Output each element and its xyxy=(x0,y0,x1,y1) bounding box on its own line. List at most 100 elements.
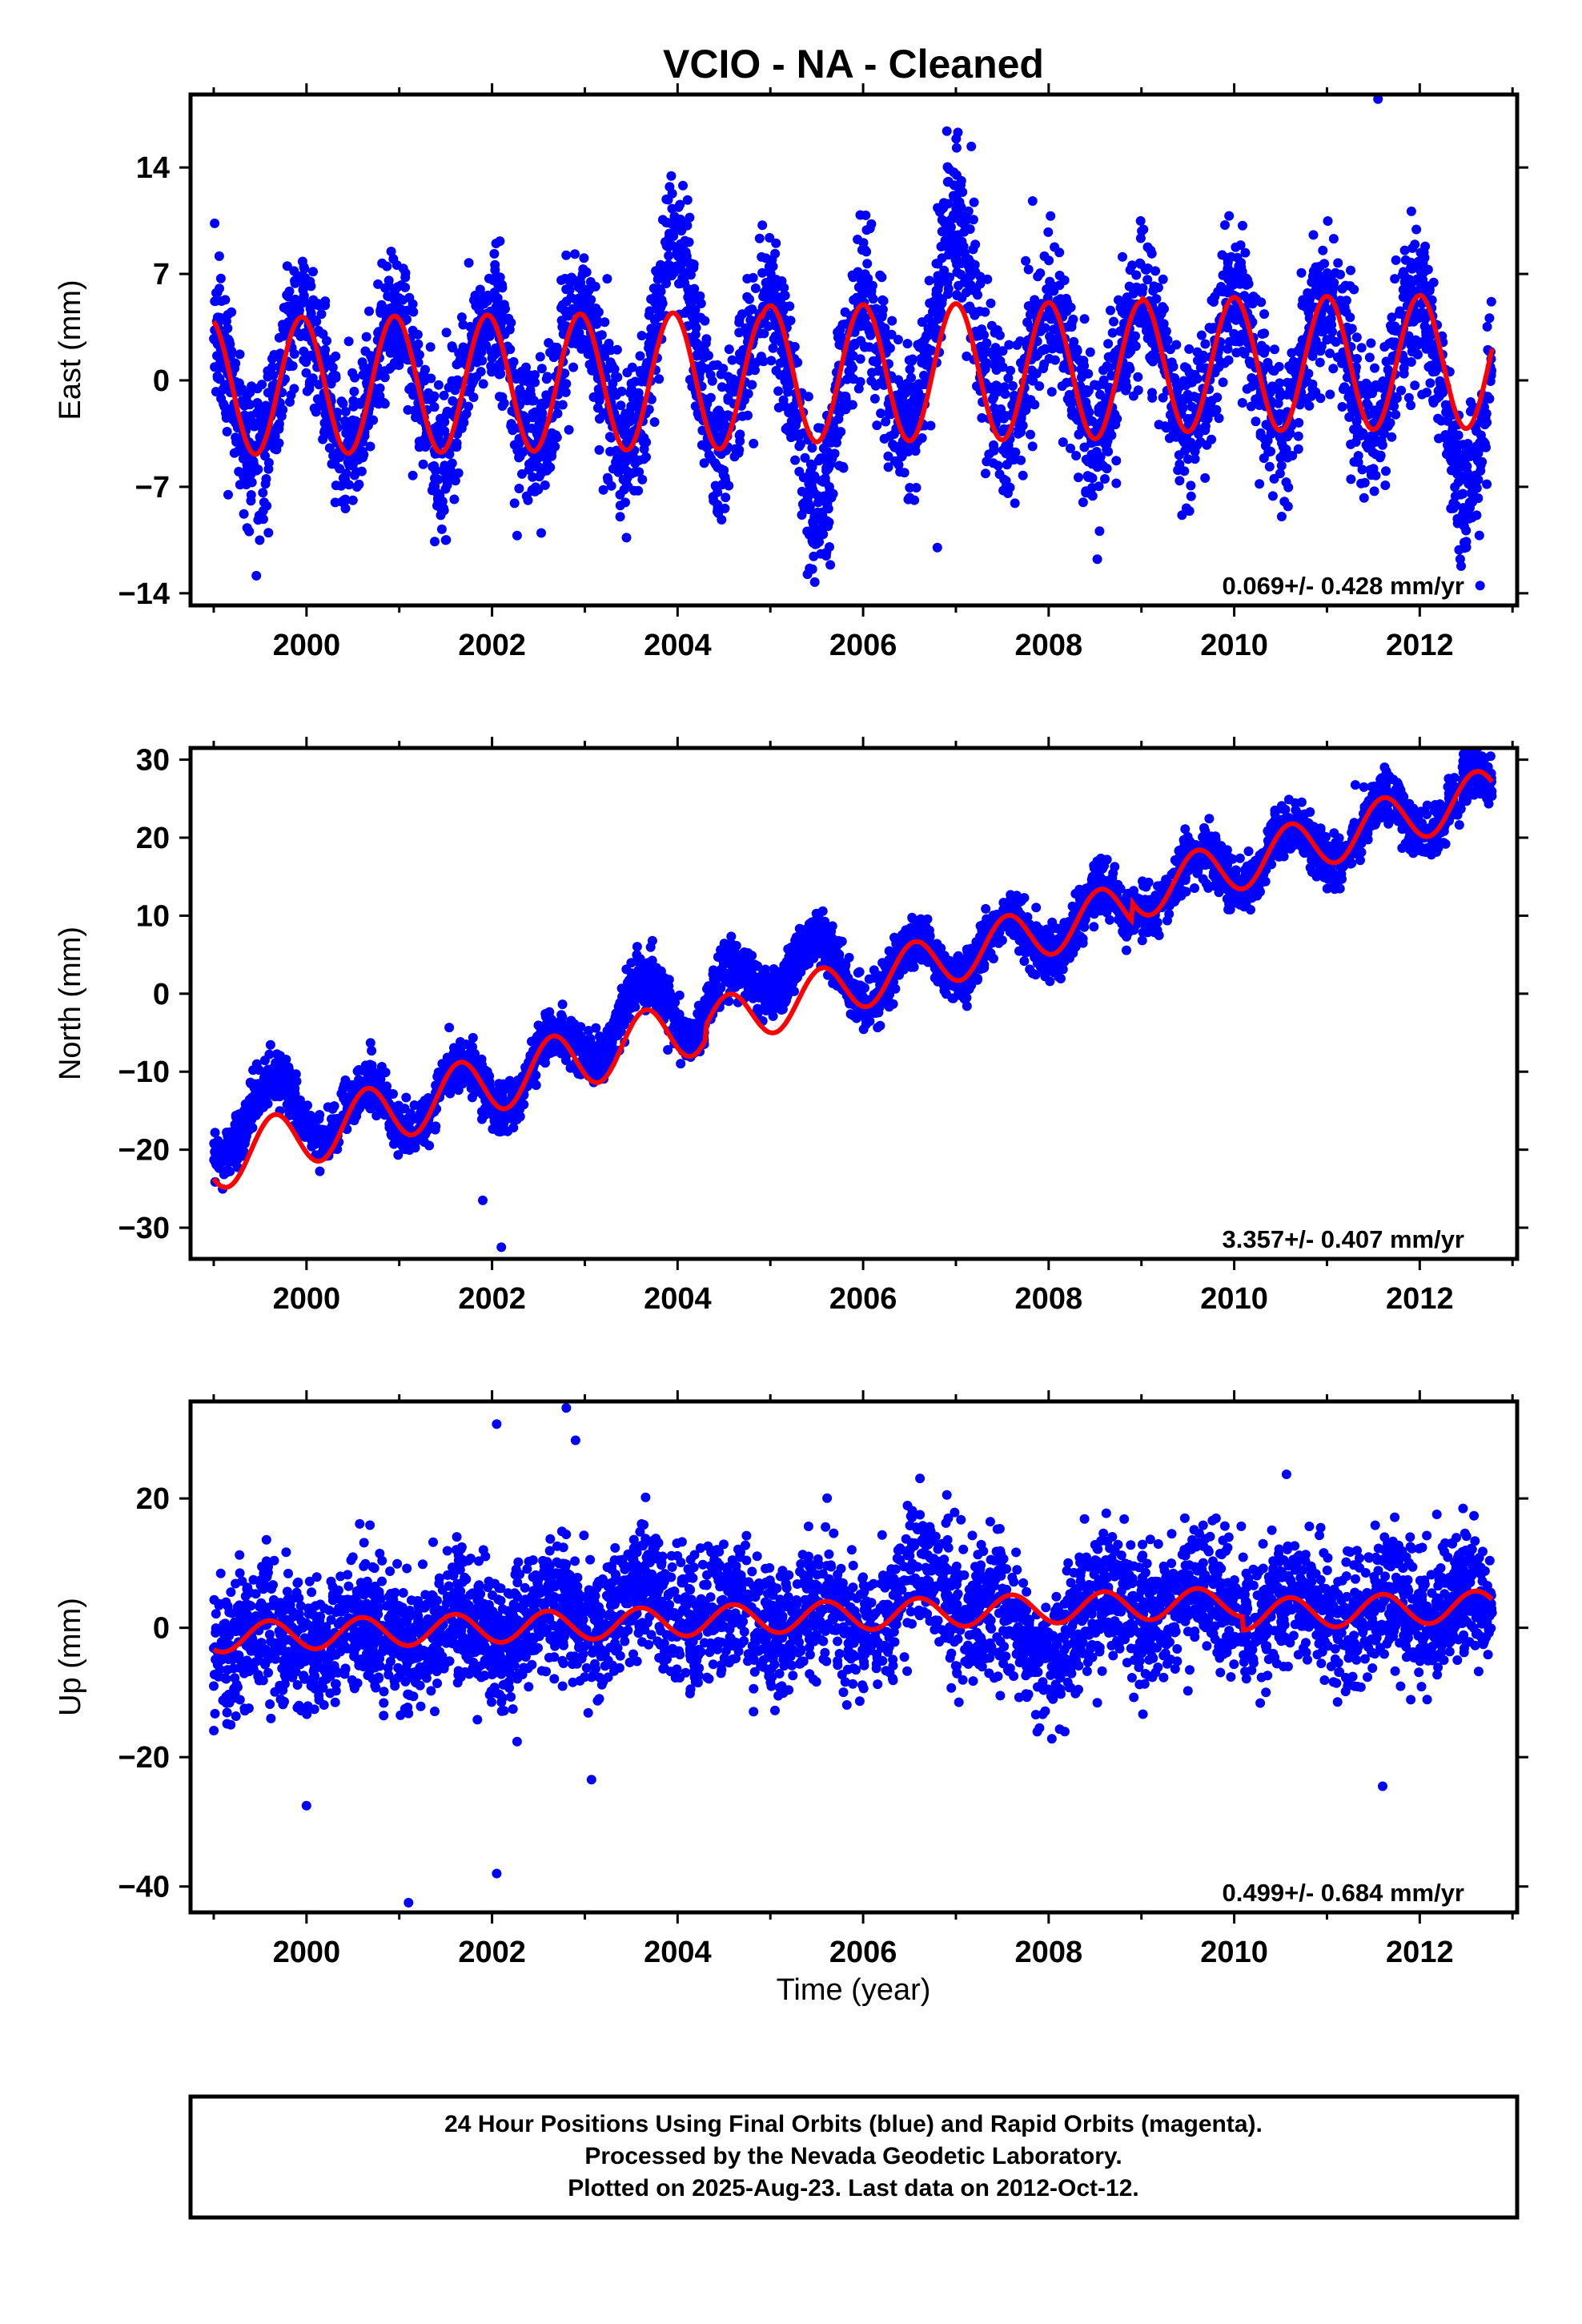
east-point xyxy=(952,259,962,270)
east-point xyxy=(794,466,805,476)
east-point xyxy=(621,533,632,543)
east-point xyxy=(933,284,943,295)
north-point xyxy=(1355,855,1365,866)
east-point xyxy=(860,342,869,352)
east-point xyxy=(1231,336,1240,347)
east-point xyxy=(893,375,904,385)
east-point xyxy=(685,264,696,275)
east-point xyxy=(716,464,726,474)
east-point xyxy=(560,368,570,379)
east-point xyxy=(391,360,401,370)
east-point xyxy=(331,371,341,380)
east-point xyxy=(602,274,612,284)
east-point xyxy=(661,240,672,251)
east-point xyxy=(1482,479,1492,489)
east-point xyxy=(283,292,293,302)
east-point xyxy=(982,456,992,467)
east-point xyxy=(1124,348,1134,358)
east-point xyxy=(853,384,864,394)
east-point xyxy=(673,251,683,261)
east-point xyxy=(1173,465,1183,476)
east-point xyxy=(1231,348,1242,358)
east-point xyxy=(632,389,643,400)
east-point xyxy=(1346,474,1356,485)
east-point xyxy=(1078,497,1088,508)
east-point xyxy=(1186,491,1196,501)
east-point xyxy=(1103,339,1114,349)
east-point xyxy=(1111,478,1122,489)
east-point xyxy=(816,476,826,486)
east-point xyxy=(877,272,887,283)
east-point xyxy=(1311,283,1321,294)
east-point xyxy=(809,577,820,587)
east-point xyxy=(1259,309,1270,320)
east-point xyxy=(1096,400,1106,411)
east-point xyxy=(634,455,644,465)
east-point xyxy=(1151,294,1162,304)
east-point xyxy=(1003,373,1014,384)
east-point xyxy=(433,474,444,485)
east-point xyxy=(361,332,371,342)
east-point xyxy=(669,211,680,222)
east-point xyxy=(261,400,271,411)
east-point xyxy=(717,515,727,525)
east-point xyxy=(1315,346,1326,356)
east-point xyxy=(556,316,567,326)
east-point xyxy=(1214,413,1224,424)
east-point xyxy=(1142,275,1153,285)
east-point xyxy=(996,404,1006,414)
east-point xyxy=(691,323,701,333)
east-point xyxy=(1118,251,1127,262)
east-point xyxy=(235,349,245,360)
east-point xyxy=(1081,454,1091,464)
east-point xyxy=(504,313,514,324)
east-point xyxy=(239,509,249,519)
east-point xyxy=(684,287,694,298)
east-point xyxy=(699,458,709,468)
east-point xyxy=(922,344,933,354)
east-point xyxy=(248,456,259,466)
east-point xyxy=(307,300,318,310)
east-point xyxy=(517,468,527,479)
east-point xyxy=(1406,206,1416,216)
east-point xyxy=(357,446,367,456)
east-point xyxy=(1267,491,1278,501)
east-point xyxy=(1102,436,1113,446)
east-point xyxy=(1146,354,1156,364)
east-point xyxy=(644,343,654,353)
east-point xyxy=(910,446,921,456)
east-point xyxy=(568,304,578,314)
east-point xyxy=(998,362,1008,372)
east-point xyxy=(1275,386,1285,396)
east-point xyxy=(1311,262,1321,272)
east-point xyxy=(1223,257,1233,267)
east-point xyxy=(1433,413,1443,424)
east-point xyxy=(1472,510,1482,521)
east-point xyxy=(295,297,305,308)
east-point xyxy=(1109,316,1118,327)
east-point xyxy=(1346,265,1355,275)
east-point xyxy=(869,393,880,404)
east-point xyxy=(675,199,685,210)
east-point xyxy=(251,570,262,581)
figure-title: VCIO - NA - Cleaned xyxy=(663,42,1044,86)
east-point xyxy=(682,220,693,231)
east-point xyxy=(968,244,978,255)
east-point xyxy=(716,369,726,380)
east-point xyxy=(1417,249,1427,259)
east-point xyxy=(497,392,508,402)
east-point xyxy=(994,330,1005,340)
east-point xyxy=(1381,466,1391,476)
east-point xyxy=(359,431,370,441)
east-point xyxy=(1012,340,1022,350)
east-y-tick-label: 14 xyxy=(136,151,170,185)
east-point xyxy=(933,271,943,281)
east-point xyxy=(258,488,268,498)
east-point xyxy=(304,384,315,394)
east-point xyxy=(1398,284,1408,295)
east-point xyxy=(853,235,863,244)
east-x-tick-label: 2010 xyxy=(1200,629,1268,662)
east-point xyxy=(695,291,705,301)
east-point xyxy=(942,177,953,187)
east-point xyxy=(931,259,942,269)
